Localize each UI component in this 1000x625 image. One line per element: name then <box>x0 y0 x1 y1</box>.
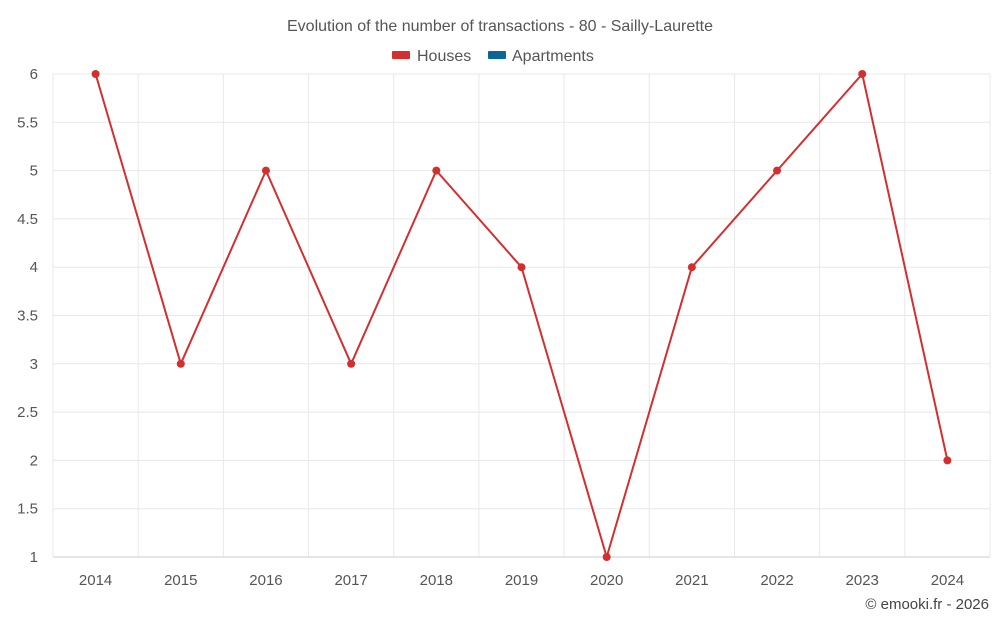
series-layer <box>91 70 952 561</box>
legend-swatch-apartments[interactable] <box>488 51 506 59</box>
data-point-houses-2016[interactable] <box>261 166 270 175</box>
x-tick-label: 2015 <box>164 572 197 589</box>
data-point-houses-2023[interactable] <box>858 70 867 78</box>
data-point-houses-2015[interactable] <box>176 359 185 368</box>
x-tick-label: 2024 <box>931 572 964 589</box>
credit-text: © emooki.fr - 2026 <box>865 596 989 613</box>
x-tick-label: 2018 <box>420 572 453 589</box>
x-tick-label: 2017 <box>334 572 367 589</box>
y-tick-label: 1.5 <box>17 501 38 518</box>
legend-swatch-houses[interactable] <box>392 51 410 59</box>
legend-label-apartments[interactable]: Apartments <box>512 48 594 65</box>
x-tick-label: 2021 <box>675 572 708 589</box>
y-tick-label: 2 <box>30 452 38 469</box>
y-tick-label: 4 <box>30 259 38 276</box>
legend-label-houses[interactable]: Houses <box>417 48 471 65</box>
data-point-houses-2017[interactable] <box>347 359 356 368</box>
y-tick-label: 4.5 <box>17 211 38 228</box>
x-tick-label: 2016 <box>249 572 282 589</box>
data-point-houses-2020[interactable] <box>602 553 611 561</box>
x-tick-label: 2019 <box>505 572 538 589</box>
legend: Houses Apartments <box>392 48 594 65</box>
y-gridlines <box>53 73 990 510</box>
data-point-houses-2014[interactable] <box>91 70 100 78</box>
data-point-houses-2021[interactable] <box>687 263 696 272</box>
x-tick-label: 2022 <box>760 572 793 589</box>
data-point-houses-2022[interactable] <box>773 166 782 175</box>
y-tick-label: 3 <box>30 356 38 373</box>
x-axis-ticks: 2014 2015 2016 2017 2018 2019 2020 2021 2022 2023… <box>79 572 964 589</box>
x-tick-label: 2023 <box>846 572 879 589</box>
y-tick-label: 6 <box>30 66 38 83</box>
y-tick-label: 2.5 <box>17 404 38 421</box>
x-gridlines <box>52 74 991 557</box>
y-tick-label: 3.5 <box>17 308 38 325</box>
data-point-houses-2019[interactable] <box>517 263 526 272</box>
x-tick-label: 2014 <box>79 572 112 589</box>
y-tick-label: 5 <box>30 163 38 180</box>
y-tick-label: 1 <box>30 549 38 566</box>
y-axis-ticks: 1 1.5 2 2.5 3 3.5 4 4.5 5 5.5 6 <box>17 66 38 566</box>
data-point-houses-2024[interactable] <box>943 456 952 465</box>
data-point-houses-2018[interactable] <box>432 166 441 175</box>
x-tick-label: 2020 <box>590 572 623 589</box>
chart-title: Evolution of the number of transactions … <box>287 18 713 35</box>
y-tick-label: 5.5 <box>17 114 38 131</box>
